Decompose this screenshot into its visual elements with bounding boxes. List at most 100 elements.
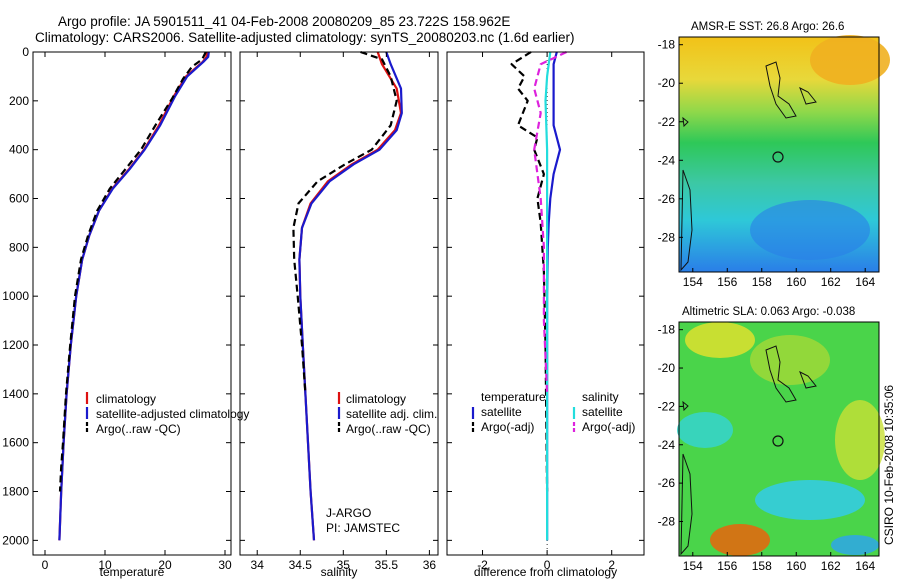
high-patch — [835, 400, 885, 480]
figure-title-line1: Argo profile: JA 5901511_41 04-Feb-2008 … — [58, 14, 510, 29]
argo-float-marker — [772, 435, 784, 447]
series-line-climatology — [298, 51, 403, 541]
x-tick-label: 0 — [42, 558, 49, 572]
y-tick-label: 1000 — [2, 289, 29, 303]
lat-tick-label: -26 — [658, 476, 676, 490]
x-tick-label: 34 — [251, 558, 265, 572]
x-axis-label: temperature — [100, 565, 165, 579]
peak-patch — [710, 524, 770, 556]
salinity-panel: 34 34.5 35 35.5 36 salinity — [239, 50, 439, 579]
x-tick-label: 35.5 — [375, 558, 399, 572]
coastline — [680, 345, 817, 556]
lat-tick-label: -26 — [658, 192, 676, 206]
legend-label-satellite: satellite adj. clim. — [346, 407, 437, 421]
lon-tick-label: 162 — [821, 559, 841, 573]
high-patch — [685, 322, 755, 358]
lat-tick-label: -18 — [658, 323, 676, 337]
low-patch — [755, 480, 865, 520]
lat-tick-label: -22 — [658, 115, 676, 129]
sla-map-title: Altimetric SLA: 0.063 Argo: -0.038 — [682, 306, 855, 318]
lon-tick-label: 156 — [717, 275, 737, 289]
low-patch — [831, 535, 879, 555]
lon-tick-label: 160 — [786, 275, 806, 289]
lon-tick-label: 162 — [821, 275, 841, 289]
warm-patch — [810, 35, 890, 85]
lat-tick-label: -24 — [658, 153, 676, 167]
y-tick-label: 1600 — [2, 436, 29, 450]
y-tick-label: 400 — [9, 143, 29, 157]
side-timestamp: CSIRO 10-Feb-2008 10:35:06 — [882, 385, 896, 545]
y-tick-label: 200 — [9, 94, 29, 108]
series-line-satellite-adj--clim- — [298, 51, 403, 541]
series-line-argo--adj- — [533, 51, 567, 394]
series-line-climatology — [58, 51, 209, 541]
lon-tick-label: 164 — [855, 559, 875, 573]
axes-frame — [446, 51, 645, 556]
legend-label-argo: Argo(..raw -QC) — [346, 422, 431, 436]
series-line-satellite — [545, 51, 562, 541]
cool-patch — [750, 200, 870, 260]
lon-tick-label: 154 — [683, 275, 703, 289]
sla-map: Altimetric SLA: 0.063 Argo: -0.038 154 15… — [658, 306, 885, 573]
high-patch — [750, 335, 830, 385]
difference-legend: temperature salinity satellite Argo(-adj… — [471, 390, 635, 434]
legend-label-climatology: climatology — [346, 392, 406, 406]
x-tick-label: 0 — [544, 558, 551, 572]
y-tick-label: 2000 — [2, 533, 29, 547]
y-tick-label: 0 — [22, 45, 29, 59]
lat-tick-label: -22 — [658, 399, 676, 413]
temperature-panel: 0 10 20 30 temperature 0 200 400 600 800 1000 1200 1… — [2, 45, 232, 579]
y-tick-label: 800 — [9, 240, 29, 254]
legend-header-salinity: salinity — [582, 390, 619, 404]
argo-float-marker — [772, 151, 784, 163]
legend-label-climatology: climatology — [96, 392, 156, 406]
salinity-legend: climatology satellite adj. clim. Argo(..… — [326, 392, 437, 535]
lon-tick-label: 164 — [855, 275, 875, 289]
temperature-legend: climatology satellite-adjusted climatolo… — [85, 392, 249, 436]
x-tick-label: 10 — [98, 558, 112, 572]
lon-tick-label: 158 — [752, 275, 772, 289]
series-line-satellite — [544, 51, 552, 541]
sla-map-frame — [678, 321, 880, 557]
legend-label-argo: Argo(..raw -QC) — [96, 422, 181, 436]
float-pi-label: PI: JAMSTEC — [326, 521, 400, 535]
lon-tick-label: 156 — [717, 559, 737, 573]
series-line-satellite-adjusted-climatology — [58, 51, 210, 541]
legend-label-sal-satellite: satellite — [582, 405, 623, 419]
x-tick-label: 34.5 — [289, 558, 313, 572]
legend-header-temperature: temperature — [481, 390, 546, 404]
x-tick-label: 35 — [337, 558, 351, 572]
legend-label-temp-argo: Argo(-adj) — [481, 420, 534, 434]
y-tick-label: 600 — [9, 192, 29, 206]
figure-title-line2: Climatology: CARS2006. Satellite-adjuste… — [35, 30, 575, 45]
x-axis-label: difference from climatology — [474, 565, 617, 579]
x-tick-label: 2 — [608, 558, 615, 572]
lon-tick-label: 158 — [752, 559, 772, 573]
legend-label-temp-satellite: satellite — [481, 405, 522, 419]
y-tick-label: 1200 — [2, 338, 29, 352]
coastline — [680, 61, 817, 272]
axes-frame — [32, 51, 232, 556]
sst-map-frame — [678, 36, 880, 273]
lon-tick-label: 160 — [786, 559, 806, 573]
float-program-label: J-ARGO — [326, 506, 371, 520]
lat-tick-label: -18 — [658, 38, 676, 52]
x-tick-label: 36 — [423, 558, 437, 572]
lat-tick-label: -20 — [658, 76, 676, 90]
x-tick-label: 30 — [218, 558, 232, 572]
legend-label-satellite: satellite-adjusted climatology — [96, 407, 249, 421]
axes-frame — [239, 51, 439, 556]
x-axis-label: salinity — [321, 565, 358, 579]
lat-tick-label: -28 — [658, 514, 676, 528]
x-tick-label: -2 — [477, 558, 488, 572]
lon-tick-label: 154 — [683, 559, 703, 573]
y-tick-label: 1400 — [2, 387, 29, 401]
x-tick-label: 20 — [158, 558, 172, 572]
series-line-argo---raw--qc- — [292, 50, 398, 394]
sst-map: AMSR-E SST: 26.8 Argo: 26.6 154 156 158 160… — [658, 21, 890, 289]
lat-tick-label: -24 — [658, 438, 676, 452]
lat-tick-label: -20 — [658, 361, 676, 375]
lat-tick-label: -28 — [658, 230, 676, 244]
